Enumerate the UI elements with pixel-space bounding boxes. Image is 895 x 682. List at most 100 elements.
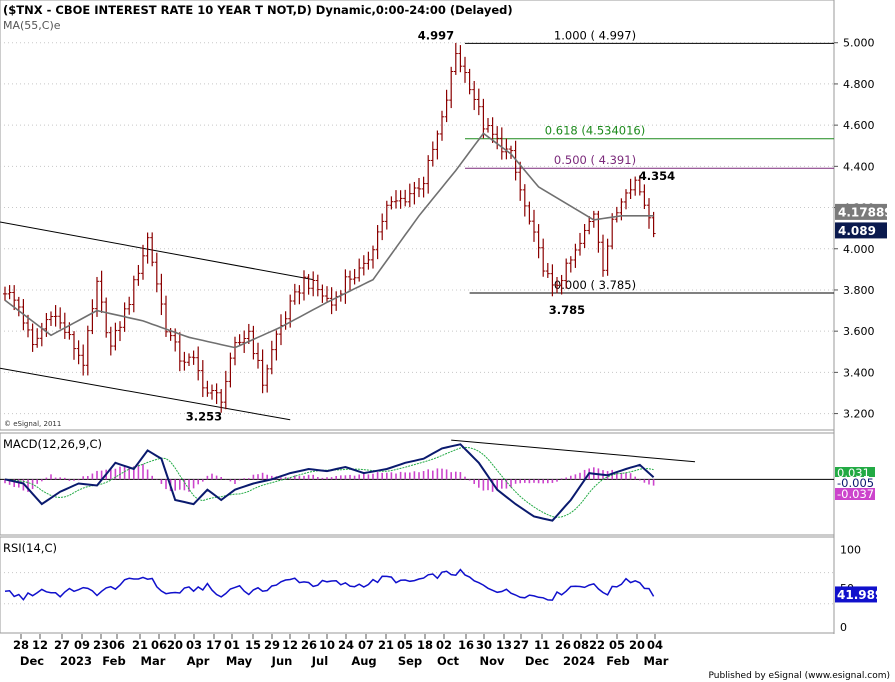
fib-level-1000-label: 1.000 ( 4.997)	[554, 28, 636, 42]
price-panel	[0, 0, 835, 431]
y-tick-label: 5.000	[843, 37, 875, 50]
x-month-label: Dec	[525, 654, 549, 668]
last-price-tag: 4.089	[838, 224, 876, 238]
x-day-label: 23	[93, 638, 109, 652]
rsi-value-tag-bg	[835, 586, 877, 603]
footer-text: Published by eSignal (www.esignal.com)	[708, 671, 890, 681]
x-day-label: 26	[301, 638, 317, 652]
x-day-label: 28	[13, 638, 29, 652]
x-day-label: 27	[513, 638, 529, 652]
x-month-label: Feb	[102, 654, 125, 668]
low-label: 3.785	[549, 303, 585, 317]
rsi-value-tag: 41.989	[837, 588, 883, 602]
left-low-label: 3.253	[186, 410, 222, 424]
x-day-label: 20	[167, 638, 183, 652]
macd-value-tag-bg	[835, 467, 875, 479]
price-bars	[3, 42, 656, 413]
channel-upper-line	[0, 221, 314, 281]
x-day-label: 22	[589, 638, 605, 652]
rsi-panel	[0, 536, 835, 634]
x-day-label: 20	[629, 638, 645, 652]
x-day-label: 07	[358, 638, 374, 652]
x-month-label: Feb	[606, 654, 629, 668]
x-day-label: 03	[186, 638, 202, 652]
x-day-label: 30	[476, 638, 492, 652]
rsi-layer: 10050041.989	[0, 543, 883, 634]
x-day-label: 06	[151, 638, 167, 652]
price-gridlines	[0, 42, 834, 415]
rsi-tick-label: 0	[840, 621, 847, 634]
x-day-label: 26	[555, 638, 571, 652]
x-month-label: 2023	[60, 654, 92, 668]
x-month-label: Nov	[479, 654, 505, 668]
fib-level-000-label: 0.000 ( 3.785)	[554, 278, 636, 292]
ma-line	[4, 132, 654, 349]
y-tick-label: 4.000	[843, 243, 875, 256]
x-day-label: 21	[132, 638, 148, 652]
x-day-label: 02	[436, 638, 452, 652]
y-tick-label: 4.600	[843, 119, 875, 132]
x-day-label: 12	[32, 638, 48, 652]
macd-panel	[0, 432, 835, 536]
x-day-label: 09	[74, 638, 90, 652]
trendlines	[0, 221, 314, 421]
x-day-label: 10	[319, 638, 335, 652]
x-day-label: 29	[264, 638, 280, 652]
x-month-label: Oct	[437, 654, 460, 668]
moving-average	[4, 132, 654, 349]
x-day-label: 27	[54, 638, 70, 652]
macd-value-tag: -0.005	[837, 476, 874, 490]
copyright-text: © eSignal, 2011	[4, 420, 61, 428]
ma-value-tag: 4.178897	[838, 205, 895, 219]
x-day-label: 05	[609, 638, 625, 652]
macd-title: MACD(12,26,9,C)	[3, 437, 102, 451]
x-month-label: Mar	[141, 654, 166, 668]
x-day-label: 11	[534, 638, 550, 652]
x-month-label: Mar	[644, 654, 669, 668]
x-day-label: 17	[206, 638, 222, 652]
macd-value-tag-bg	[835, 488, 875, 500]
y-tick-label: 4.400	[843, 160, 875, 173]
x-day-label: 18	[417, 638, 433, 652]
x-day-label: 12	[282, 638, 298, 652]
x-month-label: Dec	[20, 654, 44, 668]
x-day-label: 13	[496, 638, 512, 652]
x-month-label: Jul	[311, 654, 328, 668]
x-day-label: 01	[224, 638, 240, 652]
x-day-label: 15	[245, 638, 261, 652]
last-price-tag-bg	[835, 222, 887, 239]
x-day-label: 08	[573, 638, 589, 652]
price-tags: 4.178897 4.089	[835, 203, 895, 239]
macd-line	[4, 443, 655, 522]
macd-layer: 0.031-0.005-0.037	[0, 439, 875, 522]
macd-value-tag: 0.031	[837, 466, 870, 480]
x-day-label: 05	[397, 638, 413, 652]
chart-title: ($TNX - CBOE INTEREST RATE 10 YEAR T NOT…	[3, 3, 513, 17]
channel-lower-line	[0, 367, 291, 421]
macd-value-tag: -0.037	[837, 487, 874, 501]
y-tick-label: 3.600	[843, 325, 875, 338]
high-label: 4.997	[418, 28, 454, 42]
y-tick-label: 3.400	[843, 366, 875, 379]
y-tick-label: 4.800	[843, 78, 875, 91]
macd-value-tag-bg	[835, 477, 875, 489]
x-axis: 28 12 27 09 23 06 21 06 20 03 17 01 15 29 12 26 10 24 07 21…	[13, 634, 669, 668]
x-month-label: Jun	[271, 654, 293, 668]
y-tick-label: 3.200	[843, 408, 875, 421]
ma-value-tag-bg	[835, 203, 887, 220]
rsi-line	[4, 568, 655, 601]
y-tick-label: 3.800	[843, 284, 875, 297]
x-month-label: Apr	[187, 654, 210, 668]
x-day-label: 04	[647, 638, 663, 652]
fib-level-618-label: 0.618 (4.534016)	[545, 124, 645, 138]
x-month-label: May	[226, 654, 253, 668]
x-month-label: Sep	[398, 654, 422, 668]
fibonacci-levels: 1.000 ( 4.997) 0.618 (4.534016) 0.500 ( 4.…	[465, 28, 834, 294]
recent-high-label: 4.354	[639, 169, 675, 183]
x-day-label: 24	[338, 638, 354, 652]
x-month-label: Aug	[351, 654, 376, 668]
x-day-label: 16	[458, 638, 474, 652]
rsi-tick-label: 100	[840, 543, 861, 556]
x-day-label: 21	[378, 638, 394, 652]
